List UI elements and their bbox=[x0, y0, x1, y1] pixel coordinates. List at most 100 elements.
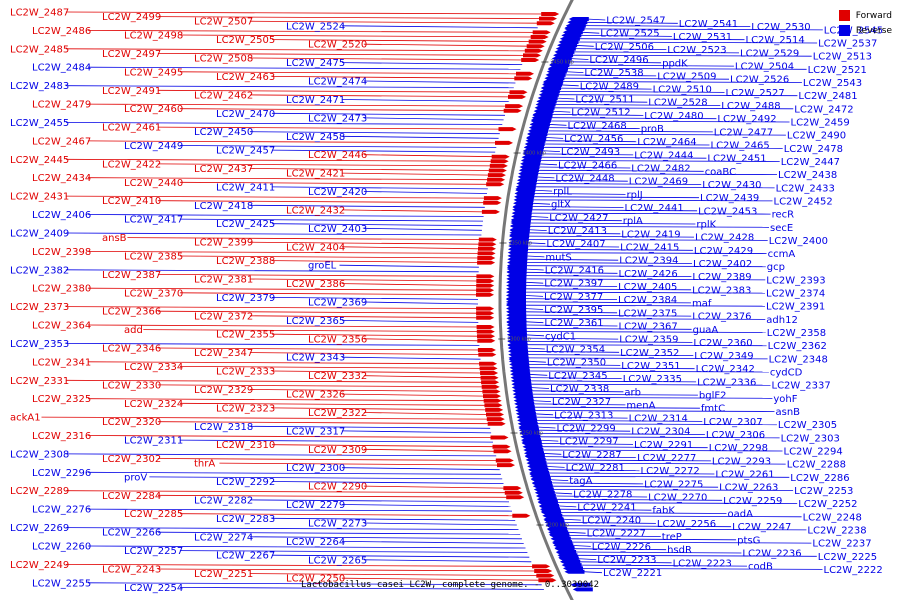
leader-line-left bbox=[179, 513, 514, 517]
gene-arrow-reverse bbox=[517, 174, 538, 179]
gene-label-right: LC2W_2391 bbox=[766, 302, 825, 313]
leader-line-right bbox=[525, 258, 619, 261]
leader-line-right bbox=[523, 301, 692, 304]
leader-line-left bbox=[65, 195, 487, 199]
gene-label-right: LC2W_2253 bbox=[794, 486, 853, 497]
gene-arrow-reverse bbox=[558, 40, 579, 44]
gene-label-left: LC2W_2308 bbox=[10, 449, 69, 460]
gene-label-left: LC2W_2422 bbox=[102, 159, 161, 170]
gene-label-right: LC2W_2240 bbox=[582, 516, 641, 527]
gene-arrow-forward bbox=[486, 412, 504, 417]
leader-line-left bbox=[363, 117, 504, 121]
legend-forward-label: Forward bbox=[855, 10, 892, 21]
gene-arrow-reverse bbox=[516, 415, 537, 420]
gene-label-right: LC2W_2513 bbox=[813, 52, 872, 63]
gene-arrow-reverse bbox=[561, 563, 582, 568]
gene-arrow-reverse bbox=[506, 296, 526, 301]
leader-line-right bbox=[525, 252, 767, 255]
gene-label-right: LC2W_2221 bbox=[603, 568, 662, 579]
gene-arrow-reverse bbox=[555, 46, 576, 51]
gene-arrow-forward bbox=[524, 48, 543, 53]
gene-arrow-reverse bbox=[506, 323, 527, 327]
gene-arrow-reverse bbox=[572, 587, 593, 592]
gene-arrow-reverse bbox=[524, 454, 545, 459]
gene-label-left: LC2W_2483 bbox=[10, 81, 69, 92]
gene-arrow-forward bbox=[479, 361, 498, 366]
gene-arrow-reverse bbox=[557, 43, 578, 48]
leader-line-right bbox=[560, 81, 802, 83]
gene-label-right: LC2W_2531 bbox=[673, 32, 732, 43]
leader-line-right bbox=[544, 133, 786, 136]
leader-line-right bbox=[532, 193, 626, 195]
gene-arrow-reverse bbox=[528, 128, 548, 133]
gene-arrow-forward bbox=[488, 168, 507, 173]
leader-line-right bbox=[526, 354, 694, 356]
gene-arrow-reverse bbox=[506, 263, 527, 268]
gene-arrow-forward bbox=[503, 108, 522, 113]
gene-arrow-reverse bbox=[563, 566, 583, 571]
gene-arrow-reverse bbox=[518, 168, 539, 173]
leader-line-right bbox=[539, 439, 559, 442]
gene-label-left: LC2W_2440 bbox=[124, 178, 183, 189]
gene-arrow-forward bbox=[486, 182, 505, 187]
gene-label-right: LC2W_2237 bbox=[812, 539, 871, 550]
leader-line-right bbox=[545, 130, 713, 133]
gene-label-left: LC2W_2434 bbox=[32, 173, 91, 184]
leader-line-right bbox=[537, 166, 631, 169]
gene-arrow-reverse bbox=[541, 510, 562, 515]
leader-line-left bbox=[271, 76, 518, 79]
leader-line-left bbox=[341, 356, 481, 360]
gene-arrow-forward bbox=[512, 513, 531, 518]
leader-line-left bbox=[179, 439, 494, 443]
gene-label-left: LC2W_2317 bbox=[286, 426, 345, 437]
leader-line-left bbox=[363, 485, 505, 489]
leader-lines bbox=[41, 11, 823, 590]
gene-label-right: LC2W_2504 bbox=[735, 62, 794, 73]
gene-label-right: LC2W_2286 bbox=[790, 473, 849, 484]
gene-label-left: LC2W_2356 bbox=[308, 334, 367, 345]
leader-line-left bbox=[249, 241, 481, 245]
gene-arrow-reverse bbox=[515, 411, 536, 416]
gene-label-left: LC2W_2324 bbox=[124, 399, 183, 410]
gene-arrow-reverse bbox=[513, 395, 534, 400]
leader-line-right bbox=[530, 206, 624, 208]
gene-label-right: LC2W_2298 bbox=[709, 443, 768, 454]
leader-line-right bbox=[578, 561, 672, 564]
gene-label-right: LC2W_2427 bbox=[549, 213, 608, 224]
leader-line-right bbox=[579, 564, 748, 567]
gene-label-left: LC2W_2457 bbox=[216, 146, 275, 157]
leader-line-right bbox=[532, 403, 626, 406]
leader-line-left bbox=[271, 297, 479, 300]
gene-label-right: LC2W_2361 bbox=[544, 318, 603, 329]
gene-label-left: ansB bbox=[102, 233, 127, 244]
gene-arrow-reverse bbox=[506, 280, 527, 285]
gene-arrow-reverse bbox=[530, 477, 551, 482]
gene-label-right: rplJ bbox=[627, 190, 643, 201]
leader-line-right bbox=[578, 35, 672, 37]
gene-arrow-forward bbox=[487, 421, 506, 426]
leader-line-right bbox=[524, 327, 692, 330]
gene-arrow-reverse bbox=[545, 72, 566, 77]
gene-arrow-forward bbox=[532, 30, 551, 35]
leader-line-left bbox=[87, 361, 481, 365]
gene-label-right: LC2W_2466 bbox=[558, 160, 617, 171]
leader-line-left bbox=[65, 11, 545, 15]
gene-label-right: hsdR bbox=[667, 545, 692, 556]
leader-line-left bbox=[87, 287, 479, 291]
gene-arrow-reverse bbox=[509, 234, 530, 239]
gene-label-left: LC2W_2331 bbox=[10, 376, 69, 387]
gene-label-left: LC2W_2461 bbox=[102, 123, 161, 134]
gene-arrow-forward bbox=[476, 325, 495, 329]
leader-line-left bbox=[87, 214, 484, 217]
gene-arrow-reverse bbox=[534, 105, 555, 110]
leader-line-left bbox=[65, 527, 519, 530]
gene-label-right: LC2W_2419 bbox=[621, 229, 680, 240]
leader-line-left bbox=[157, 89, 513, 93]
gene-arrow-forward bbox=[536, 573, 555, 578]
gene-label-left: LC2W_2254 bbox=[124, 583, 183, 594]
gene-label-left: LC2W_2404 bbox=[286, 242, 345, 253]
gene-label-right: LC2W_2345 bbox=[548, 371, 607, 382]
leader-line-right bbox=[524, 275, 692, 277]
gene-arrow-reverse bbox=[509, 227, 530, 232]
gene-label-right: LC2W_2307 bbox=[703, 417, 762, 428]
